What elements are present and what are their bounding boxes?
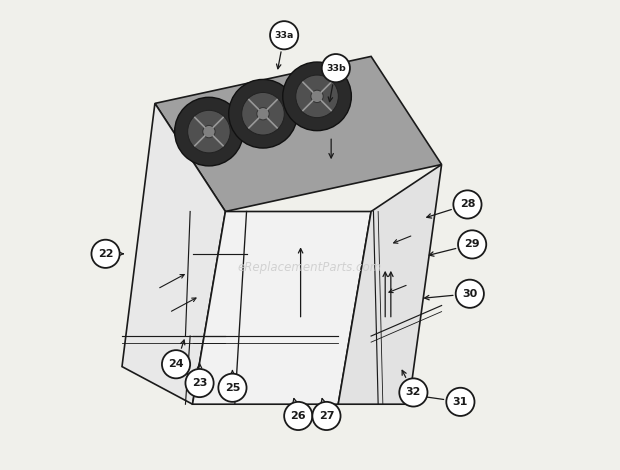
Text: 23: 23 bbox=[192, 378, 207, 388]
Text: 28: 28 bbox=[459, 199, 475, 210]
Circle shape bbox=[322, 54, 350, 82]
Circle shape bbox=[458, 230, 486, 258]
Text: 26: 26 bbox=[290, 411, 306, 421]
Circle shape bbox=[229, 79, 298, 148]
Circle shape bbox=[311, 90, 323, 102]
Polygon shape bbox=[192, 212, 371, 404]
Circle shape bbox=[203, 125, 215, 138]
Text: 24: 24 bbox=[168, 359, 184, 369]
Text: 32: 32 bbox=[405, 387, 421, 398]
Text: 31: 31 bbox=[453, 397, 468, 407]
Polygon shape bbox=[122, 103, 226, 404]
Text: 27: 27 bbox=[319, 411, 334, 421]
Circle shape bbox=[242, 93, 285, 135]
Circle shape bbox=[162, 350, 190, 378]
Circle shape bbox=[218, 374, 247, 402]
Circle shape bbox=[257, 108, 269, 120]
Text: 22: 22 bbox=[98, 249, 113, 259]
Circle shape bbox=[446, 388, 474, 416]
Text: 29: 29 bbox=[464, 239, 480, 250]
Text: 30: 30 bbox=[462, 289, 477, 299]
Polygon shape bbox=[155, 56, 441, 212]
Circle shape bbox=[453, 190, 482, 219]
Polygon shape bbox=[338, 164, 441, 404]
Text: 33b: 33b bbox=[326, 63, 346, 73]
Circle shape bbox=[456, 280, 484, 308]
Circle shape bbox=[175, 97, 243, 166]
Circle shape bbox=[284, 402, 312, 430]
Circle shape bbox=[283, 62, 352, 131]
Circle shape bbox=[296, 75, 339, 118]
Circle shape bbox=[188, 110, 230, 153]
Text: 33a: 33a bbox=[275, 31, 294, 40]
Circle shape bbox=[92, 240, 120, 268]
Circle shape bbox=[185, 369, 214, 397]
Circle shape bbox=[312, 402, 340, 430]
Text: eReplacementParts.com: eReplacementParts.com bbox=[238, 261, 382, 274]
Circle shape bbox=[399, 378, 428, 407]
Text: 25: 25 bbox=[225, 383, 240, 393]
Circle shape bbox=[270, 21, 298, 49]
